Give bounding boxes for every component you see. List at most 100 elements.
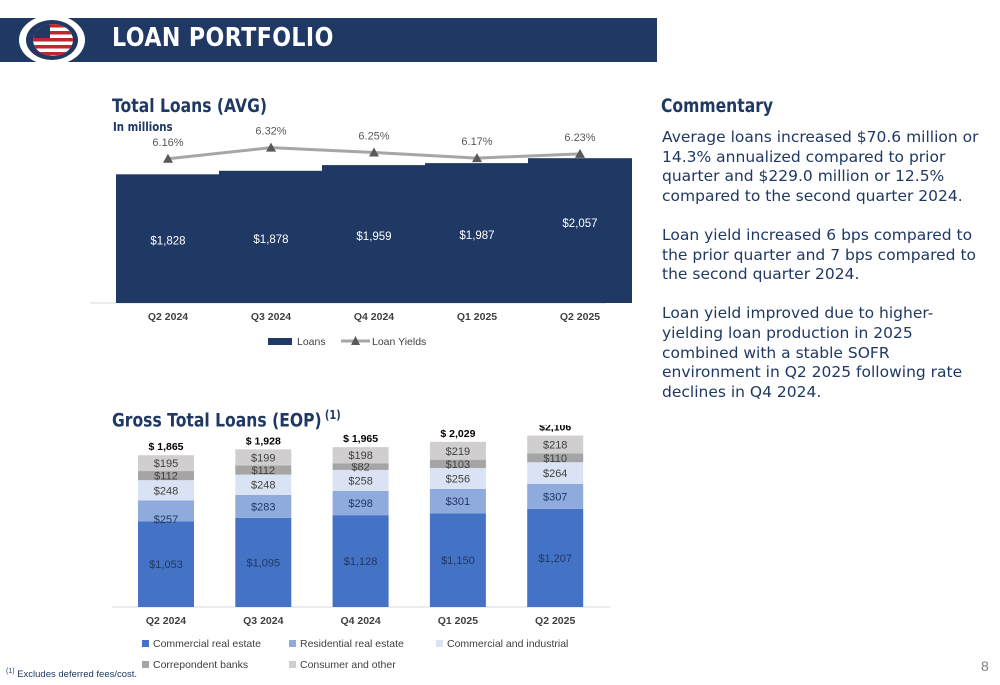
stack-total-label: $ 1,865 bbox=[148, 441, 183, 453]
gross-total-loans-chart-title: Gross Total Loans (EOP) (1) bbox=[112, 408, 341, 431]
stacked-bar-segment bbox=[332, 515, 389, 607]
stacked-bar-segment bbox=[332, 469, 389, 491]
stacked-bar-segment bbox=[527, 453, 584, 463]
loan-yields-data-label: 6.23% bbox=[564, 132, 595, 144]
commentary-text: Average loans increased $70.6 million or… bbox=[662, 128, 992, 422]
stack-total-label: $ 1,928 bbox=[246, 435, 281, 447]
stacked-bar-segment bbox=[235, 474, 292, 495]
segment-data-label: $198 bbox=[348, 450, 372, 462]
legend-swatch bbox=[289, 661, 296, 668]
stacked-bar-segment bbox=[429, 513, 486, 607]
loans-bar bbox=[528, 158, 632, 303]
loan-yields-data-label: 6.16% bbox=[152, 137, 183, 149]
stacked-bar-segment bbox=[429, 459, 486, 469]
stack-total-label: $ 2,029 bbox=[440, 428, 475, 440]
x-tick-label: Q4 2024 bbox=[354, 311, 394, 323]
stacked-bar-segment bbox=[527, 508, 584, 607]
loan-yields-data-label: 6.32% bbox=[255, 126, 286, 138]
legend-swatch bbox=[289, 640, 296, 647]
loans-data-label: $1,828 bbox=[150, 236, 185, 248]
legend-label: Residential real estate bbox=[300, 638, 404, 650]
page-number: 8 bbox=[981, 658, 989, 674]
total-loans-chart-title: Total Loans (AVG) bbox=[112, 95, 268, 117]
stacked-bar-segment bbox=[527, 435, 584, 454]
stack-total-label: $2,106 bbox=[539, 425, 571, 434]
total-loans-chart: $1,828 Q2 2024 $1,878 Q3 2024 $1,959 Q4 2024 $… bbox=[90, 126, 632, 348]
segment-data-label: $110 bbox=[543, 453, 567, 465]
legend-label: Commercial real estate bbox=[153, 638, 261, 650]
segment-data-label: $199 bbox=[251, 452, 275, 464]
x-tick-label: Q1 2025 bbox=[438, 615, 478, 627]
title-footnote-marker: (1) bbox=[324, 408, 341, 422]
x-tick-label: Q2 2025 bbox=[535, 615, 575, 627]
loans-data-label: $2,057 bbox=[562, 218, 597, 230]
segment-data-label: $112 bbox=[154, 471, 178, 483]
page-title: LOAN PORTFOLIO bbox=[112, 23, 334, 53]
x-tick-label: Q2 2024 bbox=[148, 311, 188, 323]
segment-data-label: $248 bbox=[154, 485, 178, 497]
segment-data-label: $219 bbox=[446, 446, 470, 458]
segment-data-label: $218 bbox=[543, 439, 567, 451]
segment-data-label: $1,053 bbox=[149, 559, 183, 571]
loan-yields-marker bbox=[575, 148, 585, 158]
segment-data-label: $103 bbox=[446, 459, 470, 471]
legend-triangle-marker-icon bbox=[351, 336, 360, 345]
loans-data-label: $1,959 bbox=[356, 231, 391, 243]
segment-data-label: $283 bbox=[251, 501, 275, 513]
loans-bar bbox=[425, 163, 529, 303]
footnote-text: Excludes deferred fees/cost. bbox=[17, 669, 138, 681]
segment-data-label: $248 bbox=[251, 480, 275, 492]
commentary-title: Commentary bbox=[661, 95, 774, 117]
x-tick-label: Q2 2025 bbox=[560, 311, 600, 323]
stacked-bar-segment bbox=[138, 471, 194, 481]
legend-swatch bbox=[142, 661, 149, 668]
segment-data-label: $257 bbox=[154, 514, 178, 526]
loans-bar bbox=[219, 170, 323, 303]
stacked-bar-segment bbox=[138, 500, 194, 522]
stack-total-label: $ 1,965 bbox=[343, 433, 378, 445]
stacked-bar-segment bbox=[138, 480, 194, 501]
segment-data-label: $1,128 bbox=[344, 556, 378, 568]
footnote: (1) Excludes deferred fees/cost. bbox=[6, 668, 137, 680]
legend-label: Correpondent banks bbox=[153, 659, 248, 671]
legend-loans-swatch bbox=[268, 338, 292, 345]
legend-label: Commercial and industrial bbox=[447, 638, 568, 650]
loan-yields-marker bbox=[266, 142, 276, 152]
total-loans-chart-subtitle: In millions bbox=[113, 120, 173, 134]
loan-yields-data-label: 6.17% bbox=[461, 136, 492, 148]
stacked-bar-segment bbox=[332, 447, 389, 464]
x-tick-label: Q3 2024 bbox=[243, 615, 283, 627]
stacked-bar-segment bbox=[429, 488, 486, 514]
segment-data-label: $264 bbox=[543, 468, 567, 480]
stacked-bar-segment bbox=[235, 465, 292, 475]
legend-loan-yields-label: Loan Yields bbox=[372, 336, 426, 348]
gross-total-loans-title-text: Gross Total Loans (EOP) bbox=[112, 409, 322, 432]
loans-data-label: $1,878 bbox=[253, 234, 288, 246]
legend-swatch bbox=[436, 640, 443, 647]
segment-data-label: $1,150 bbox=[441, 555, 475, 567]
stacked-bar-segment bbox=[235, 449, 292, 466]
stacked-bar-segment bbox=[332, 490, 389, 516]
stacked-bar-segment bbox=[527, 483, 584, 509]
loans-bar bbox=[322, 165, 426, 303]
segment-data-label: $307 bbox=[543, 491, 567, 503]
legend-swatch bbox=[142, 640, 149, 647]
segment-data-label: $256 bbox=[446, 473, 470, 485]
stacked-bar-segment bbox=[235, 517, 292, 607]
commentary-paragraph: Loan yield improved due to higher-yieldi… bbox=[662, 304, 963, 401]
segment-data-label: $112 bbox=[251, 465, 275, 477]
x-tick-label: Q4 2024 bbox=[340, 615, 380, 627]
segment-data-label: $1,207 bbox=[538, 553, 572, 565]
header-bar bbox=[0, 18, 657, 62]
loan-yields-data-label: 6.25% bbox=[358, 131, 389, 143]
segment-data-label: $298 bbox=[348, 498, 372, 510]
segment-data-label: $258 bbox=[348, 475, 372, 487]
stacked-bar-segment bbox=[527, 462, 584, 484]
segment-data-label: $195 bbox=[154, 458, 178, 470]
stacked-bar-segment bbox=[138, 521, 194, 607]
loans-bar bbox=[116, 174, 220, 303]
segment-data-label: $301 bbox=[446, 496, 470, 508]
stacked-bar-segment bbox=[429, 468, 486, 489]
loan-yields-marker bbox=[472, 153, 482, 163]
